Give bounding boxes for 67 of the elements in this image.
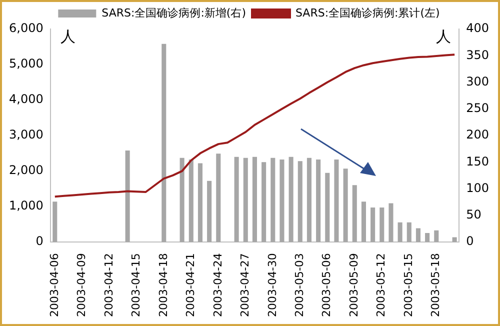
bar (262, 162, 266, 242)
y2-tick-label: 350 (466, 48, 489, 62)
bar (316, 160, 321, 242)
bar (452, 237, 457, 242)
y2-tick-label: 200 (466, 128, 489, 142)
x-tick-label: 2003-05-09 (348, 253, 360, 318)
bar (370, 207, 376, 242)
bar (406, 222, 412, 242)
bar (52, 202, 58, 242)
x-tick-label: 2003-05-12 (374, 253, 388, 318)
x-tick-label: 2003-04-18 (156, 253, 170, 318)
bar (162, 44, 166, 242)
bar (216, 154, 221, 242)
bar (425, 233, 430, 242)
x-tick-label: 2003-05-18 (429, 253, 442, 318)
bar (325, 172, 330, 242)
y2-tick-label: 150 (466, 154, 489, 168)
x-tick-label: 2003-05-06 (320, 253, 334, 318)
y2-tick-label: 250 (466, 101, 489, 116)
bar (334, 160, 339, 242)
x-tick-label: 2003-04-12 (102, 253, 116, 318)
bar (207, 180, 212, 242)
y-tick-label: 5,000 (8, 56, 44, 71)
bar (125, 150, 130, 242)
y-tick-label: 0 (36, 234, 44, 248)
bar (198, 163, 202, 242)
y2-tick-label: 300 (466, 74, 489, 88)
bar (280, 160, 284, 242)
y-tick-label: 6,000 (8, 21, 44, 36)
bar (180, 158, 184, 242)
y2-axis-title: 人 (436, 27, 452, 46)
x-tick-label: 2003-04-21 (184, 253, 197, 318)
y-tick-label: 4,000 (8, 92, 44, 106)
y-tick-label: 3,000 (8, 128, 44, 142)
bar (234, 156, 239, 242)
bar (252, 156, 257, 242)
bar (288, 156, 294, 242)
y2-tick-label: 400 (466, 21, 489, 36)
y2-tick-label: 0 (466, 234, 474, 248)
bar (388, 203, 394, 242)
legend-label: SARS:全国确诊病例:累计(左) (296, 6, 440, 20)
x-tick-label: 2003-04-15 (130, 253, 143, 318)
bar (188, 160, 194, 242)
x-tick-label: 2003-05-03 (293, 253, 306, 318)
x-tick-label: 2003-04-09 (75, 253, 88, 318)
y-tick-label: 1,000 (8, 198, 44, 213)
bar (416, 228, 420, 242)
y-tick-label: 2,000 (8, 163, 44, 178)
x-tick-label: 2003-05-15 (402, 253, 415, 318)
x-tick-label: 2003-04-27 (238, 253, 252, 318)
bar (270, 158, 276, 242)
bar (361, 202, 366, 242)
y2-tick-label: 50 (466, 208, 482, 222)
bar (380, 207, 384, 242)
legend-label: SARS:全国确诊病例:新增(右) (102, 6, 246, 20)
bar (352, 185, 357, 242)
bar (343, 168, 348, 242)
bar (434, 230, 439, 242)
bar (243, 158, 248, 242)
bar (298, 161, 302, 242)
bar (398, 222, 402, 242)
x-tick-label: 2003-04-24 (211, 253, 224, 318)
y-axis-title: 人 (60, 27, 76, 46)
x-tick-label: 2003-04-30 (266, 253, 279, 318)
x-tick-label: 2003-04-06 (48, 253, 61, 318)
bar (306, 158, 312, 242)
y2-tick-label: 100 (466, 180, 489, 195)
